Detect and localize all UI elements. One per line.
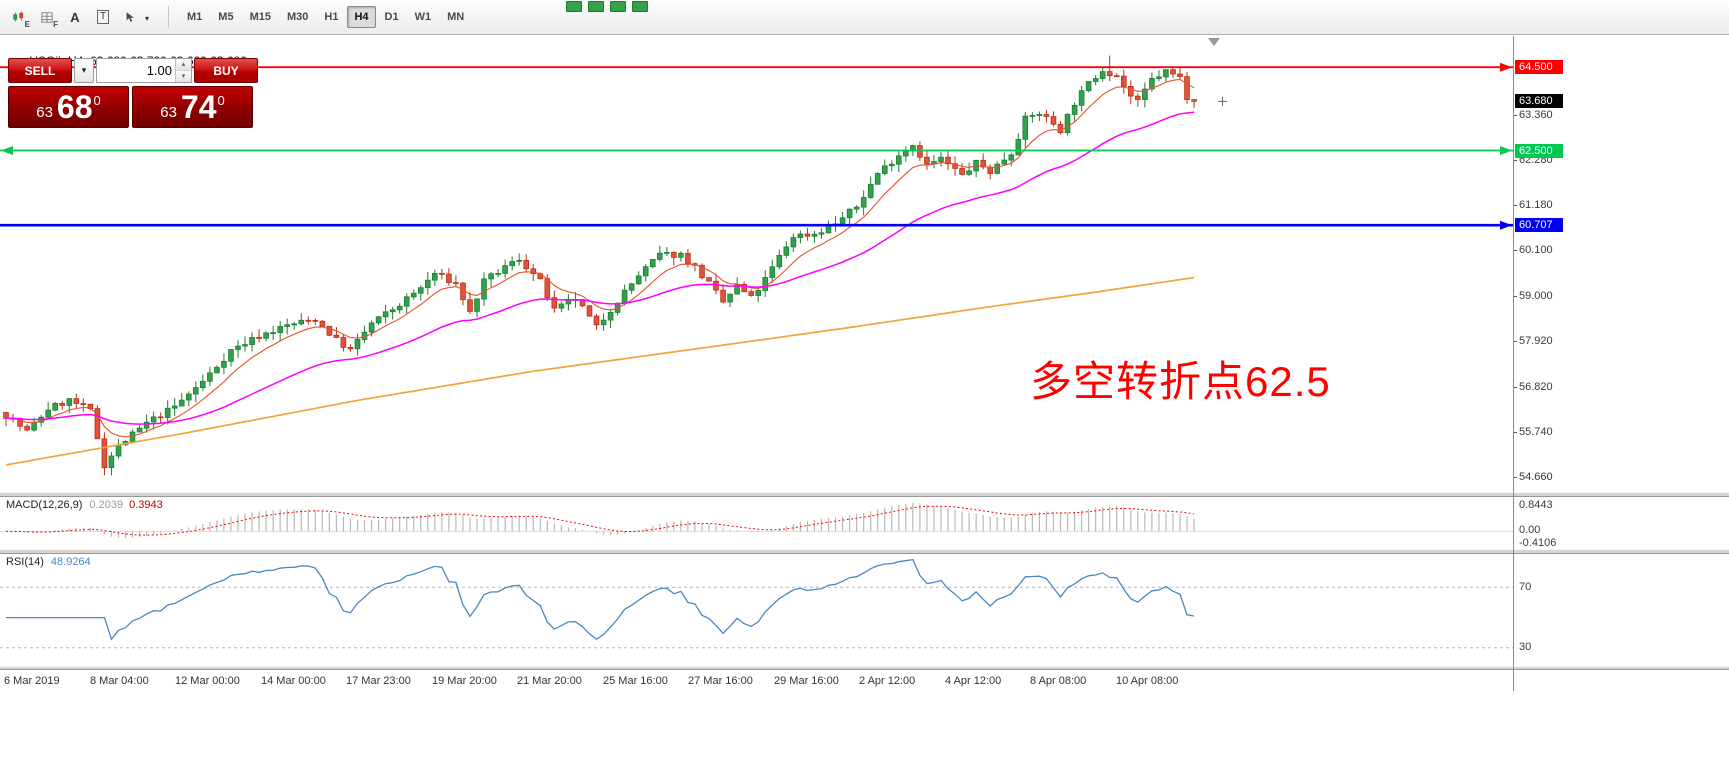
one-click-trading-panel: SELL ▾ ▴ ▾ BUY 63 68 0 63 74 0 bbox=[8, 58, 258, 128]
panel-splitter[interactable] bbox=[0, 549, 1729, 554]
clipped-chart-icon[interactable] bbox=[588, 1, 604, 12]
time-label: 8 Mar 04:00 bbox=[90, 675, 149, 687]
bid-big-digits: 68 bbox=[56, 89, 93, 125]
rsi-scale-70: 70 bbox=[1519, 581, 1532, 593]
ask-big-digits: 74 bbox=[180, 89, 217, 125]
price-tick-label: 56.820 bbox=[1513, 381, 1553, 393]
cursor-arrow-icon bbox=[126, 12, 134, 22]
toolbar-separator bbox=[168, 6, 169, 28]
rsi-label: RSI(14) 48.9264 bbox=[6, 556, 91, 568]
time-label: 4 Apr 12:00 bbox=[945, 675, 1002, 687]
toolbar: E F A T ▾ M1 M5 M15 M30 H1 H4 D1 W1 MN bbox=[0, 0, 1729, 35]
grid-icon bbox=[41, 11, 53, 23]
price-badge: 62.500 bbox=[1515, 144, 1563, 158]
panel-splitter[interactable] bbox=[0, 492, 1729, 497]
price-axis[interactable]: 63.360 62.280 61.180 60.100 59.000 57.920 56.8… bbox=[1513, 36, 1729, 492]
timeframe-h4[interactable]: H4 bbox=[347, 6, 376, 28]
rsi-name: RSI(14) bbox=[6, 556, 44, 568]
rsi-canvas bbox=[0, 558, 1513, 649]
axis-separator-line bbox=[1513, 36, 1514, 691]
ask-prefix: 63 bbox=[160, 103, 177, 121]
volume-up-icon[interactable]: ▴ bbox=[176, 59, 191, 71]
price-tick-label: 57.920 bbox=[1513, 335, 1553, 347]
rsi-value: 48.9264 bbox=[50, 556, 91, 568]
time-label: 12 Mar 00:00 bbox=[175, 675, 240, 687]
timeframe-m1[interactable]: M1 bbox=[180, 6, 209, 28]
time-label: 10 Apr 08:00 bbox=[1116, 675, 1179, 687]
timeframe-w1[interactable]: W1 bbox=[408, 6, 439, 28]
time-label: 25 Mar 16:00 bbox=[603, 675, 668, 687]
price-badge: 60.707 bbox=[1515, 218, 1563, 232]
text-label-tool-button[interactable]: T bbox=[90, 5, 116, 29]
panel-splitter[interactable] bbox=[0, 666, 1729, 670]
macd-panel[interactable]: MACD(12,26,9) 0.2039 0.3943 0.8443 0.00 -0… bbox=[0, 497, 1729, 549]
rsi-panel[interactable]: RSI(14) 48.9264 70 30 bbox=[0, 554, 1729, 666]
candles-icon bbox=[13, 11, 24, 22]
price-chart[interactable]: ▴USOil-,H4 63.680 63.720 63.660 63.680 S… bbox=[0, 36, 1729, 492]
ask-quote[interactable]: 63 74 0 bbox=[132, 86, 253, 128]
indicators-tool-button[interactable]: E bbox=[6, 5, 32, 29]
price-tick-label: 59.000 bbox=[1513, 290, 1553, 302]
price-tick-label: 61.180 bbox=[1513, 199, 1553, 211]
letter-a-icon: A bbox=[70, 9, 80, 25]
time-label: 14 Mar 00:00 bbox=[261, 675, 326, 687]
volume-dropdown-button[interactable]: ▾ bbox=[74, 58, 94, 83]
bid-pipette: 0 bbox=[93, 93, 101, 108]
clipped-chart-icon[interactable] bbox=[632, 1, 648, 12]
timeframe-mn[interactable]: MN bbox=[440, 6, 471, 28]
ask-pipette: 0 bbox=[217, 93, 225, 108]
letter-t-icon: T bbox=[96, 10, 110, 24]
macd-scale-max: 0.8443 bbox=[1519, 499, 1553, 511]
time-label: 2 Apr 12:00 bbox=[859, 675, 916, 687]
bid-prefix: 63 bbox=[36, 103, 53, 121]
caret-down-icon: ▾ bbox=[144, 14, 149, 23]
macd-value-signal: 0.3943 bbox=[129, 499, 163, 511]
time-label: 29 Mar 16:00 bbox=[774, 675, 839, 687]
sell-button[interactable]: SELL bbox=[8, 58, 72, 83]
price-tick-label: 55.740 bbox=[1513, 426, 1553, 438]
timeframe-m5[interactable]: M5 bbox=[211, 6, 240, 28]
macd-value-main: 0.2039 bbox=[89, 499, 124, 511]
time-label: 21 Mar 20:00 bbox=[517, 675, 582, 687]
buy-button[interactable]: BUY bbox=[194, 58, 258, 83]
chart-text-annotation: 多空转折点62.5 bbox=[1030, 358, 1331, 405]
timeframe-m30[interactable]: M30 bbox=[280, 6, 315, 28]
timeframe-h1[interactable]: H1 bbox=[317, 6, 345, 28]
rsi-scale-30: 30 bbox=[1519, 641, 1532, 653]
timeframe-m15[interactable]: M15 bbox=[243, 6, 278, 28]
macd-scale-min: -0.4106 bbox=[1519, 537, 1557, 549]
grid-tool-button[interactable]: F bbox=[34, 5, 60, 29]
price-tick-label: 63.360 bbox=[1513, 109, 1553, 121]
time-axis[interactable]: 6 Mar 2019 8 Mar 04:00 12 Mar 00:00 14 Mar … bbox=[0, 670, 1729, 691]
time-label: 8 Apr 08:00 bbox=[1030, 675, 1087, 687]
badge-e: E bbox=[24, 20, 30, 29]
price-badge: 63.680 bbox=[1515, 94, 1563, 108]
time-label: 19 Mar 20:00 bbox=[432, 675, 497, 687]
macd-scale-zero: 0.00 bbox=[1519, 524, 1541, 536]
candlestick-chart-canvas[interactable] bbox=[0, 36, 1513, 492]
macd-name: MACD(12,26,9) bbox=[6, 499, 83, 511]
clipped-chart-icon[interactable] bbox=[610, 1, 626, 12]
time-label: 27 Mar 16:00 bbox=[688, 675, 753, 687]
price-tick-label: 60.100 bbox=[1513, 244, 1553, 256]
price-badge: 64.500 bbox=[1515, 60, 1563, 74]
clipped-chart-icon[interactable] bbox=[566, 1, 582, 12]
macd-canvas bbox=[0, 502, 1513, 538]
price-tick-label: 54.660 bbox=[1513, 471, 1553, 483]
text-a-tool-button[interactable]: A bbox=[62, 5, 88, 29]
timeframe-buttons: M1 M5 M15 M30 H1 H4 D1 W1 MN bbox=[179, 6, 472, 28]
volume-input[interactable] bbox=[97, 59, 175, 82]
time-label: 6 Mar 2019 bbox=[4, 675, 60, 687]
volume-spinner: ▴ ▾ bbox=[175, 59, 191, 82]
macd-label: MACD(12,26,9) 0.2039 0.3943 bbox=[6, 499, 163, 511]
volume-field: ▴ ▾ bbox=[96, 58, 192, 83]
time-label: 17 Mar 23:00 bbox=[346, 675, 411, 687]
bid-quote[interactable]: 63 68 0 bbox=[8, 86, 129, 128]
badge-f: F bbox=[53, 20, 58, 29]
timeframe-d1[interactable]: D1 bbox=[378, 6, 406, 28]
draw-tools-button[interactable]: ▾ bbox=[118, 5, 149, 29]
volume-down-icon[interactable]: ▾ bbox=[176, 71, 191, 82]
